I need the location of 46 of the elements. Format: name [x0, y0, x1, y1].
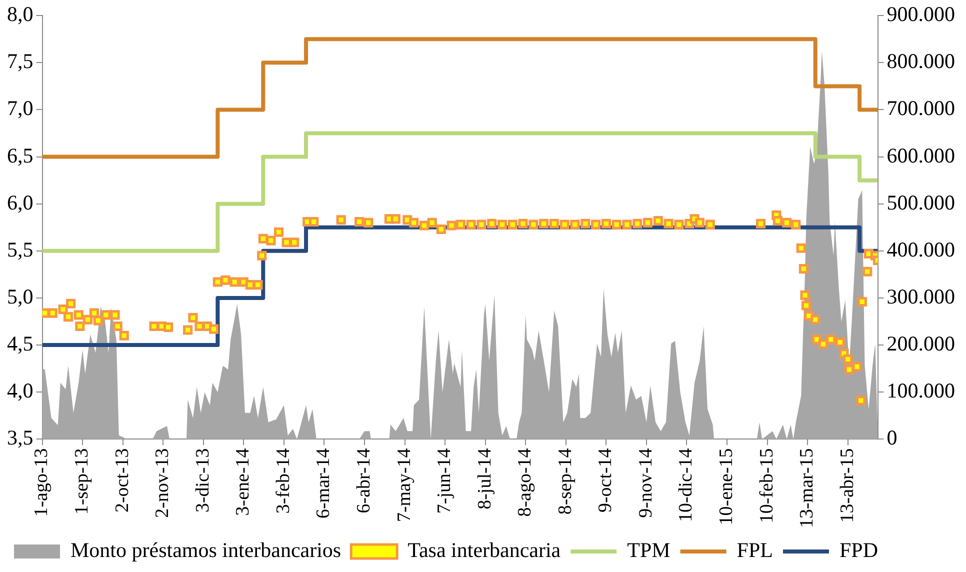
x-tick-label: 6-abr-14	[353, 448, 374, 514]
y-tick-label: 7,0	[7, 96, 34, 120]
x-tick-label: 7-may-14	[394, 448, 415, 522]
y2-tick-label: 600.000	[886, 143, 955, 168]
y-tick-label: 4,0	[7, 378, 34, 403]
x-tick-label: 1-sep-13	[72, 448, 93, 515]
legend-label: FPL	[736, 538, 773, 562]
x-tick-label: 10-ene-15	[716, 448, 738, 526]
legend-label: FPD	[839, 538, 878, 562]
y2-tick-label: 100.000	[886, 378, 955, 403]
x-tick-label: 8-jul-14	[474, 448, 496, 510]
x-tick-label: 9-oct-14	[595, 448, 616, 513]
y-tick-label: 5,5	[7, 237, 34, 262]
x-tick-label: 9-nov-14	[635, 448, 656, 518]
x-tick-label: 8-sep-14	[554, 448, 576, 515]
x-tick-label: 6-mar-14	[313, 448, 334, 519]
x-tick-label: 3-ene-14	[232, 448, 254, 516]
x-tick-label: 10-feb-15	[756, 448, 778, 524]
y2-tick-label: 700.000	[886, 96, 955, 120]
x-tick-label: 3-feb-14	[272, 448, 294, 514]
y-tick-label: 3,5	[7, 426, 34, 450]
x-tick-label: 13-mar-15	[796, 448, 818, 528]
y2-tick-label: 800.000	[886, 49, 955, 74]
x-tick-label: 10-dic-14	[676, 448, 697, 522]
y2-tick-label: 500.000	[886, 190, 955, 214]
legend-label: TPM	[627, 538, 671, 562]
y2-tick-label: 300.000	[886, 284, 955, 309]
y-tick-label: 4,5	[7, 332, 34, 356]
y-tick-label: 6,5	[7, 143, 34, 168]
y2-tick-label: 0	[886, 426, 898, 450]
y-tick-label: 5,0	[7, 284, 34, 309]
y2-tick-label: 900.000	[886, 2, 955, 26]
x-tick-label: 13-abr-15	[836, 448, 858, 523]
y-tick-label: 7,5	[7, 49, 34, 74]
legend-label: Tasa interbancaria	[408, 538, 562, 562]
x-tick-label: 2-oct-13	[112, 448, 133, 513]
y-tick-label: 8,0	[7, 2, 34, 26]
y2-tick-label: 200.000	[886, 332, 955, 356]
x-tick-label: 8-ago-14	[514, 448, 536, 517]
x-tick-label: 7-jun-14	[434, 448, 456, 514]
x-tick-label: 3-dic-13	[192, 448, 214, 513]
x-tick-label: 2-nov-13	[152, 448, 174, 518]
x-tick-label: 1-ago-13	[31, 448, 52, 517]
legend-label: Monto préstamos interbancarios	[70, 538, 342, 562]
y2-tick-label: 400.000	[886, 237, 955, 262]
y-tick-label: 6,0	[7, 190, 34, 214]
